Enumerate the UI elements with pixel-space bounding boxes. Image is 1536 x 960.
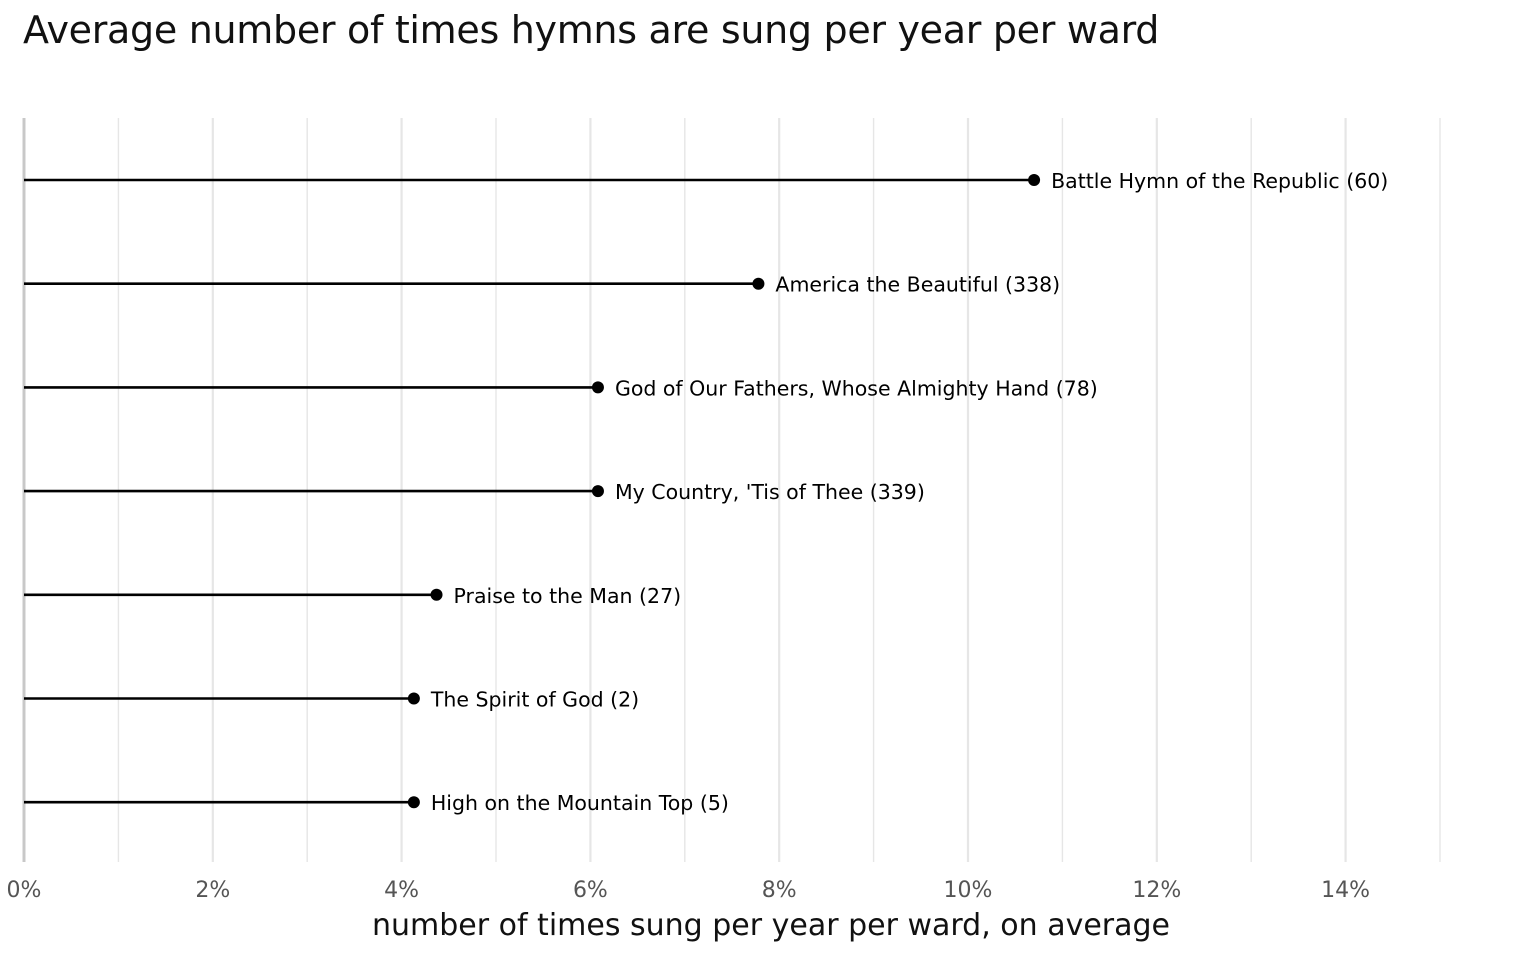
lollipop-point [591,485,604,498]
point-label: Battle Hymn of the Republic (60) [1051,169,1388,193]
lollipop-point [407,796,420,809]
lollipop-row: America the Beautiful (338) [24,273,1060,297]
lollipop-row: Praise to the Man (27) [24,584,681,608]
point-label: The Spirit of God (2) [430,688,639,712]
point-label: My Country, 'Tis of Thee (339) [615,480,925,504]
lollipop-point [407,692,420,705]
x-tick-label: 14% [1321,878,1370,903]
x-tick-label: 2% [195,878,230,903]
x-tick-label: 4% [384,878,419,903]
point-label: America the Beautiful (338) [775,273,1060,297]
marks-layer: Battle Hymn of the Republic (60) America … [24,169,1388,815]
lollipop-point [1028,174,1041,186]
x-tick-label: 10% [944,878,993,903]
lollipop-point [752,277,765,290]
x-axis-title: number of times sung per year per ward, … [372,908,1170,943]
x-axis-ticks: 0% 2% 4% 6% 8% 10% 12% 14% [7,878,1371,903]
point-label: God of Our Fathers, Whose Almighty Hand … [615,376,1098,400]
x-tick-label: 12% [1132,878,1181,903]
point-label: High on the Mountain Top (5) [431,791,729,815]
lollipop-row: God of Our Fathers, Whose Almighty Hand … [24,376,1098,400]
lollipop-row: Battle Hymn of the Republic (60) [24,169,1388,193]
x-tick-label: 8% [762,878,797,903]
lollipop-point [430,588,443,601]
lollipop-row: High on the Mountain Top (5) [24,791,729,815]
x-tick-label: 6% [573,878,608,903]
point-label: Praise to the Man (27) [454,584,682,608]
lollipop-row: The Spirit of God (2) [24,688,639,712]
lollipop-point [591,381,604,394]
grid-layer [22,118,1441,862]
x-tick-label: 0% [7,878,42,903]
lollipop-row: My Country, 'Tis of Thee (339) [24,480,925,504]
chart-title: Average number of times hymns are sung p… [23,8,1160,52]
